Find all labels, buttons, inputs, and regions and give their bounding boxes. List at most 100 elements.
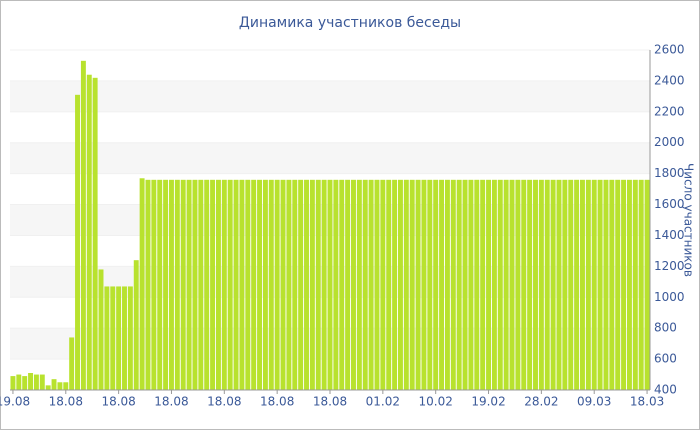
bar (22, 376, 28, 390)
y-tick-label: 600 (654, 352, 677, 366)
bar (45, 385, 51, 390)
bar (28, 373, 34, 390)
bar (403, 179, 409, 390)
bar (421, 179, 427, 390)
bar (621, 179, 627, 390)
bar (609, 179, 615, 390)
bar (351, 179, 356, 390)
bar (468, 179, 474, 390)
x-tick-label: 18.08 (101, 395, 135, 409)
bar (626, 179, 632, 390)
x-tick-label: 18.03 (630, 395, 664, 409)
bar (450, 179, 456, 390)
x-tick-label: 18.08 (313, 395, 347, 409)
y-tick-label: 1800 (654, 166, 685, 180)
bar (462, 179, 468, 390)
bar (39, 374, 45, 390)
bar (309, 179, 315, 390)
x-tick-label: 18.08 (49, 395, 83, 409)
y-tick-label: 2600 (654, 43, 685, 57)
bar (533, 179, 538, 390)
bar (80, 60, 86, 391)
y-tick-label: 1000 (654, 290, 685, 304)
bar (427, 179, 433, 390)
bar (69, 337, 75, 390)
bar (251, 179, 257, 390)
chart-title: Динамика участников беседы (239, 15, 461, 31)
y-tick-label: 2200 (654, 104, 685, 118)
x-tick-label: 19.08 (0, 395, 30, 409)
bar (239, 179, 245, 390)
bar (515, 179, 521, 390)
bar (133, 260, 139, 390)
x-tick-label: 28.02 (524, 395, 558, 409)
bar (397, 179, 403, 390)
bar (480, 179, 486, 390)
bar (33, 374, 39, 390)
bar (556, 179, 562, 390)
bar (257, 179, 263, 390)
bar (10, 376, 16, 390)
bar (433, 179, 439, 390)
bar (333, 179, 339, 390)
bar (591, 179, 597, 390)
bar (638, 179, 644, 390)
bar (538, 179, 544, 390)
bar (145, 179, 151, 390)
bar (339, 179, 345, 390)
bar (227, 179, 233, 390)
bar (221, 179, 227, 390)
bar (503, 179, 509, 390)
y-tick-label: 2400 (654, 73, 685, 87)
bar (550, 179, 556, 390)
bar (568, 179, 574, 390)
bar (491, 179, 497, 390)
bar (321, 179, 327, 390)
bar (157, 179, 163, 390)
bar (116, 286, 122, 390)
bar (574, 179, 580, 390)
bar (392, 179, 398, 390)
y-tick-label: 2000 (654, 135, 685, 149)
bar (597, 179, 603, 390)
bar (521, 179, 527, 390)
y-axis-label: Число участников (682, 163, 696, 277)
bar (86, 74, 92, 391)
x-tick-label: 18.08 (154, 395, 188, 409)
x-tick-label: 09.03 (577, 395, 611, 409)
bar (486, 179, 491, 390)
bar (456, 179, 462, 390)
bar (386, 179, 392, 390)
grid-band (10, 80, 650, 112)
grid-band (10, 142, 650, 174)
bar (368, 179, 374, 390)
bar (444, 179, 450, 390)
bar (562, 179, 568, 390)
bar (345, 179, 351, 390)
x-tick-label: 18.08 (207, 395, 241, 409)
bar (98, 269, 104, 390)
bar (57, 382, 63, 390)
bar (585, 179, 591, 390)
x-tick-label: 18.08 (260, 395, 294, 409)
bar (362, 179, 368, 390)
bar (439, 179, 445, 390)
bar (474, 179, 480, 390)
bar (198, 179, 204, 390)
bar (92, 77, 98, 391)
bar (174, 179, 180, 390)
x-tick-label: 01.02 (366, 395, 400, 409)
bar (356, 179, 362, 390)
bar (63, 382, 69, 390)
bar (268, 179, 274, 390)
y-tick-label: 1400 (654, 228, 685, 242)
bar (75, 94, 80, 391)
bar (169, 179, 174, 390)
bar (122, 286, 127, 390)
bar (163, 179, 169, 390)
bar (139, 178, 145, 390)
bar (151, 179, 157, 390)
bar (186, 179, 192, 390)
y-tick-label: 1200 (654, 259, 685, 273)
